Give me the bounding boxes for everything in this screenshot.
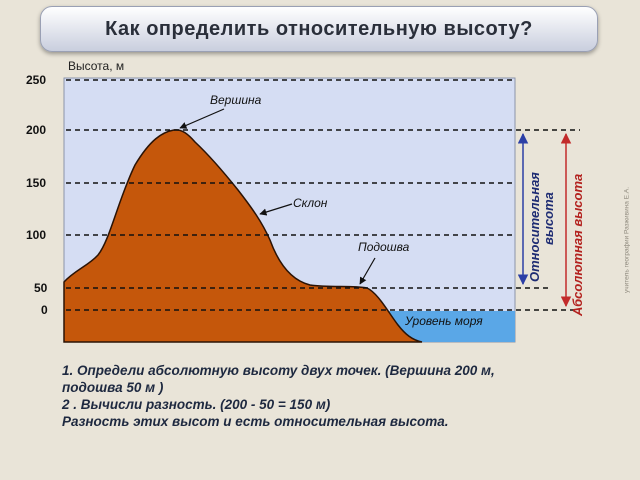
- peak-pointer: [179, 108, 225, 129]
- foot-pointer: [359, 257, 376, 285]
- tick-100: 100: [26, 228, 46, 242]
- foot-label: Подошва: [358, 240, 410, 254]
- grid-lines: [66, 79, 580, 311]
- task-line-1: 1. Определи абсолютную высоту двух точек…: [62, 363, 495, 378]
- tick-0: 0: [41, 303, 48, 317]
- title-banner: Как определить относительную высоту?: [40, 6, 598, 52]
- y-axis-label: Высота, м: [68, 59, 124, 73]
- relative-height-label-2: высота: [541, 192, 556, 245]
- task-line-4: Разность этих высот и есть относительная…: [62, 414, 449, 429]
- tick-150: 150: [26, 176, 46, 190]
- task-line-3: 2 . Вычисли разность. (200 - 50 = 150 м): [62, 397, 331, 412]
- relative-height-label-1: Относительная: [527, 172, 542, 282]
- slope-label: Склон: [293, 196, 328, 210]
- mountain-profile: [63, 129, 423, 343]
- tick-250: 250: [26, 73, 46, 87]
- task-text: 1. Определи абсолютную высоту двух точек…: [62, 362, 602, 430]
- author-credit: учитель географии Разживина Е.А.: [623, 186, 631, 294]
- task-line-2: подошва 50 м ): [62, 380, 164, 395]
- y-axis-ticks: 250 200 150 100 50 0: [26, 73, 48, 317]
- tick-200: 200: [26, 123, 46, 137]
- page-title: Как определить относительную высоту?: [105, 17, 533, 40]
- absolute-height-label: Абсолютная высота: [570, 174, 585, 317]
- peak-label: Вершина: [210, 93, 262, 107]
- slope-pointer: [259, 203, 293, 216]
- tick-50: 50: [34, 281, 48, 295]
- sea-level-label: Уровень моря: [404, 314, 483, 328]
